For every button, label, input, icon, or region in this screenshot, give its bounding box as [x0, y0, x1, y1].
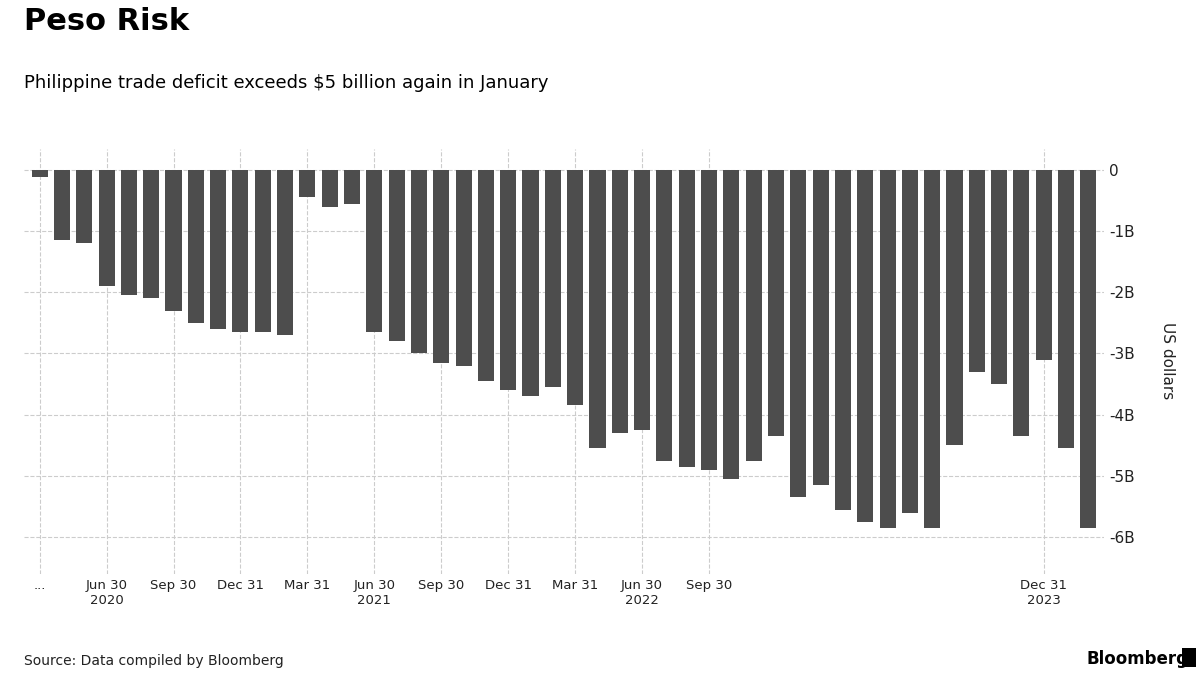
Bar [77, 170, 92, 244]
Bar [812, 170, 829, 485]
Bar [1036, 170, 1051, 360]
Bar [589, 170, 606, 448]
Text: Bloomberg: Bloomberg [1086, 650, 1188, 668]
Text: Source: Data compiled by Bloomberg: Source: Data compiled by Bloomberg [24, 654, 283, 668]
Bar [902, 170, 918, 512]
Bar [612, 170, 628, 433]
Bar [1014, 170, 1030, 436]
Bar [322, 170, 337, 207]
Bar [1058, 170, 1074, 448]
Bar [456, 170, 472, 366]
Bar [545, 170, 560, 387]
Bar [121, 170, 137, 296]
Bar [1080, 170, 1097, 528]
Bar [143, 170, 160, 298]
Bar [389, 170, 404, 342]
Bar [924, 170, 941, 528]
Bar [366, 170, 383, 332]
Bar [98, 170, 114, 286]
Bar [835, 170, 851, 510]
Bar [679, 170, 695, 466]
Bar [210, 170, 226, 329]
Bar [768, 170, 784, 436]
Bar [166, 170, 181, 310]
Bar [344, 170, 360, 204]
Bar [433, 170, 449, 362]
Bar [299, 170, 316, 198]
Bar [187, 170, 204, 323]
Text: Philippine trade deficit exceeds $5 billion again in January: Philippine trade deficit exceeds $5 bill… [24, 74, 548, 92]
Bar [31, 170, 48, 178]
Bar [880, 170, 895, 528]
Bar [410, 170, 427, 354]
Bar [991, 170, 1007, 384]
Bar [857, 170, 874, 522]
Bar [947, 170, 962, 446]
Bar [54, 170, 70, 240]
Bar [254, 170, 271, 332]
Y-axis label: US dollars: US dollars [1159, 323, 1175, 400]
Bar [791, 170, 806, 497]
Bar [724, 170, 739, 479]
Bar [701, 170, 718, 470]
Bar [968, 170, 985, 372]
Bar [500, 170, 516, 390]
Bar [277, 170, 293, 335]
Bar [233, 170, 248, 332]
Bar [478, 170, 494, 381]
Bar [634, 170, 650, 430]
Bar [568, 170, 583, 406]
Bar [656, 170, 672, 460]
Bar [745, 170, 762, 460]
Text: Peso Risk: Peso Risk [24, 7, 190, 36]
Bar [522, 170, 539, 396]
